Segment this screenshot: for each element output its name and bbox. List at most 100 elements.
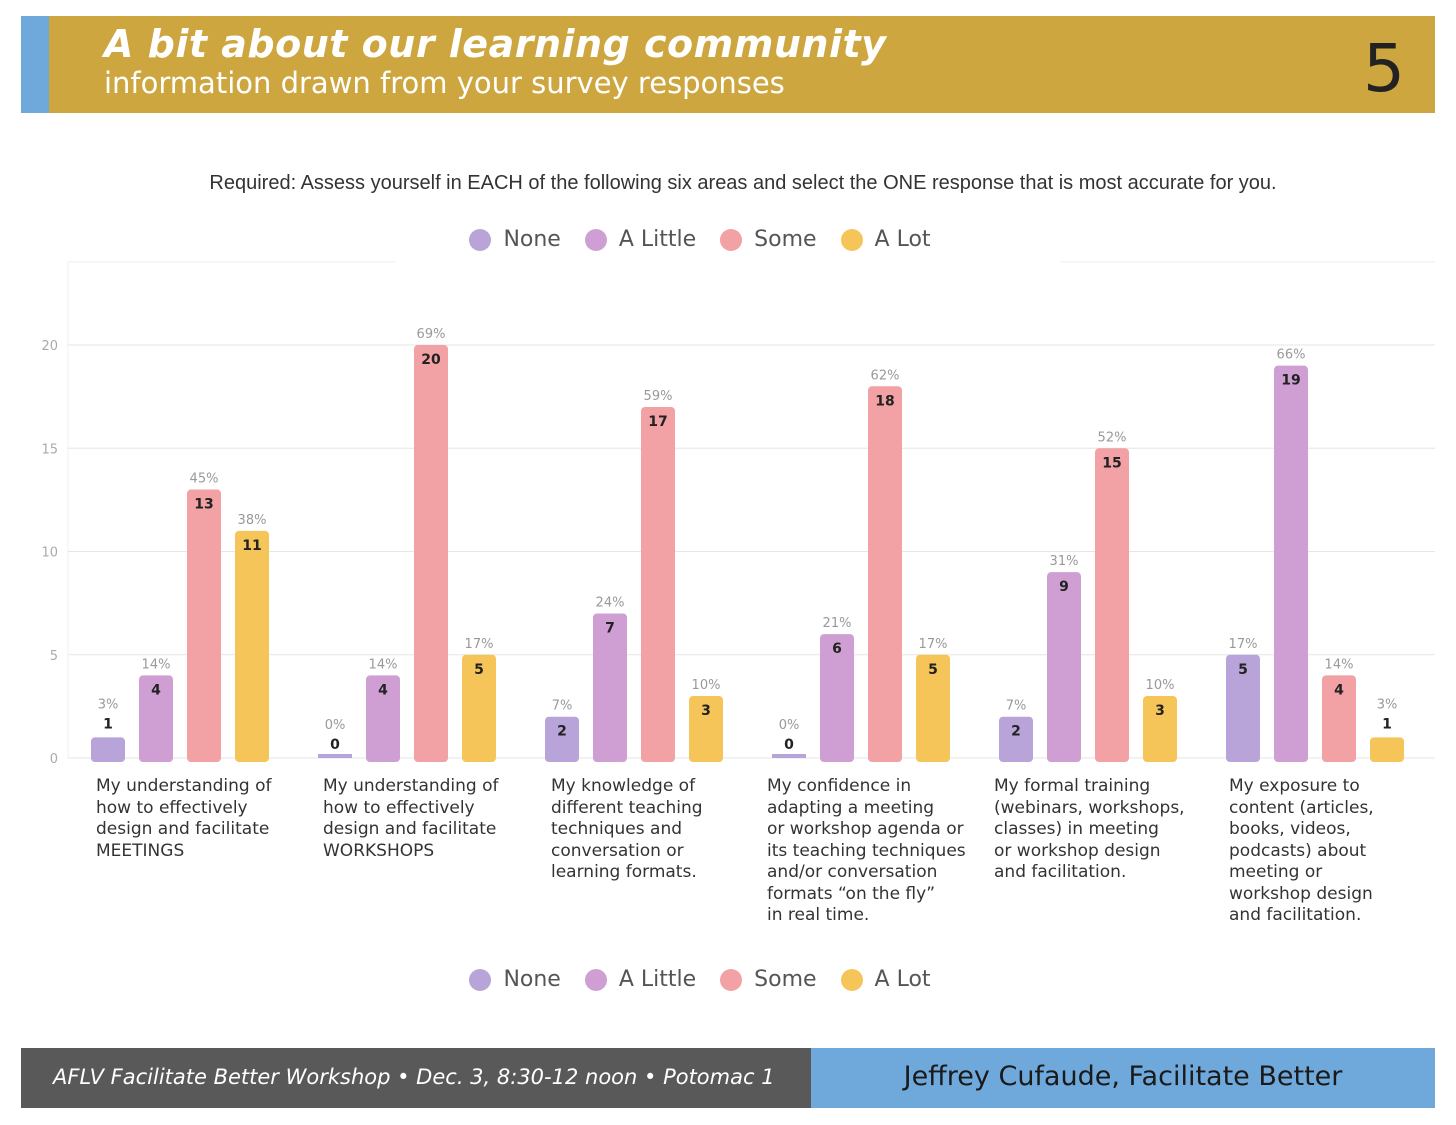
bar-percent-label: 14% [1325, 657, 1354, 672]
category-label-formal-training: My formal training (webinars, workshops,… [994, 776, 1185, 882]
bar [1047, 572, 1081, 762]
bar-percent-label: 10% [1146, 678, 1175, 693]
legend-bottom: None A Little Some A Lot [0, 967, 1400, 992]
bar [641, 406, 675, 762]
bar-value-label: 20 [421, 352, 441, 368]
legend-top: None A Little Some A Lot [0, 227, 1400, 252]
bar-percent-label: 59% [644, 389, 673, 404]
bar-value-label: 15 [1102, 455, 1121, 471]
bar-value-label: 5 [1238, 662, 1248, 678]
legend-swatch-a-little [584, 228, 607, 251]
bar [1370, 737, 1404, 762]
bar-value-label: 7 [605, 620, 615, 636]
bar [1322, 675, 1356, 762]
legend-item-a-lot: A Lot [840, 967, 931, 992]
bar-percent-label: 0% [325, 718, 346, 733]
header-accent-bar [21, 16, 49, 113]
bar-value-label: 4 [1334, 682, 1344, 698]
bar-value-label: 6 [832, 641, 842, 657]
footer-event-text: AFLV Facilitate Better Workshop • Dec. 3… [53, 1065, 775, 1089]
bar-percent-label: 17% [1229, 637, 1258, 652]
legend-label: A Lot [874, 227, 931, 252]
bar [366, 675, 400, 762]
bar-value-label: 2 [1011, 724, 1021, 740]
legend-swatch-a-lot [840, 968, 863, 991]
category-label-workshops: My understanding of how to effectively d… [323, 776, 499, 861]
bar [868, 386, 902, 762]
y-tick-label: 5 [50, 649, 58, 664]
category-label-exposure: My exposure to content (articles, books,… [1229, 776, 1374, 925]
bar [139, 675, 173, 762]
legend-item-a-little: A Little [584, 227, 697, 252]
header-banner: A bit about our learning community infor… [21, 16, 1435, 113]
footer-event-info: AFLV Facilitate Better Workshop • Dec. 3… [21, 1048, 811, 1108]
bar-value-label: 18 [875, 393, 894, 409]
bar [91, 737, 125, 762]
bar-percent-label: 24% [596, 595, 625, 610]
bar-percent-label: 10% [692, 678, 721, 693]
category-label-meetings: My understanding of how to effectively d… [96, 776, 272, 861]
legend-item-none: None [469, 227, 561, 252]
bar-value-label: 5 [928, 662, 938, 678]
bar-percent-label: 0% [779, 718, 800, 733]
bar-value-label: 3 [701, 703, 711, 719]
legend-label: None [503, 967, 561, 992]
bar-value-label: 11 [242, 538, 261, 554]
legend-label: Some [754, 227, 817, 252]
bar [999, 716, 1033, 762]
bar-value-label: 0 [330, 737, 340, 753]
bar [772, 754, 806, 758]
y-tick-label: 15 [41, 442, 58, 457]
bar-percent-label: 38% [238, 513, 267, 528]
bar [1226, 654, 1260, 762]
legend-swatch-some [720, 228, 743, 251]
bar-value-label: 0 [784, 737, 794, 753]
bar [916, 654, 950, 762]
bar [1143, 696, 1177, 762]
legend-swatch-none [469, 228, 492, 251]
bar-value-label: 13 [194, 497, 213, 513]
category-label-confidence: My confidence in adapting a meeting or w… [767, 776, 966, 925]
page-subtitle: information drawn from your survey respo… [104, 66, 785, 100]
bar-percent-label: 3% [1377, 697, 1398, 712]
bar-percent-label: 3% [98, 697, 119, 712]
bar-percent-label: 69% [417, 327, 446, 342]
legend-item-some: Some [720, 227, 817, 252]
footer-presenter: Jeffrey Cufaude, Facilitate Better [811, 1048, 1435, 1108]
bar-value-label: 5 [474, 662, 484, 678]
bar [235, 530, 269, 762]
bar-value-label: 4 [378, 682, 388, 698]
legend-label: A Little [618, 227, 697, 252]
bar-percent-label: 21% [823, 616, 852, 631]
bar-value-label: 9 [1059, 579, 1069, 595]
bar [414, 345, 448, 762]
page-number: 5 [1363, 30, 1405, 107]
bar-percent-label: 45% [190, 472, 219, 487]
y-tick-label: 20 [41, 339, 58, 354]
footer-presenter-text: Jeffrey Cufaude, Facilitate Better [903, 1061, 1343, 1092]
y-tick-label: 10 [41, 546, 58, 561]
bar-value-label: 3 [1155, 703, 1165, 719]
bar-value-label: 2 [557, 724, 567, 740]
bar-percent-label: 52% [1098, 430, 1127, 445]
y-tick-label: 0 [50, 752, 58, 767]
bar-value-label: 19 [1281, 373, 1300, 389]
bar [545, 716, 579, 762]
category-label-teaching-techniques: My knowledge of different teaching techn… [551, 776, 703, 882]
bar-value-label: 1 [103, 716, 113, 732]
bar-percent-label: 17% [919, 637, 948, 652]
legend-swatch-a-little [584, 968, 607, 991]
legend-item-some: Some [720, 967, 817, 992]
bar [1095, 448, 1129, 762]
legend-item-a-lot: A Lot [840, 227, 931, 252]
bar-value-label: 1 [1382, 716, 1392, 732]
legend-label: None [503, 227, 561, 252]
bar-percent-label: 14% [369, 657, 398, 672]
bar-percent-label: 7% [1006, 699, 1027, 714]
bar-percent-label: 62% [871, 368, 900, 383]
chart-title: Required: Assess yourself in EACH of the… [209, 172, 1277, 194]
bar-percent-label: 14% [142, 657, 171, 672]
bar [462, 654, 496, 762]
legend-swatch-some [720, 968, 743, 991]
